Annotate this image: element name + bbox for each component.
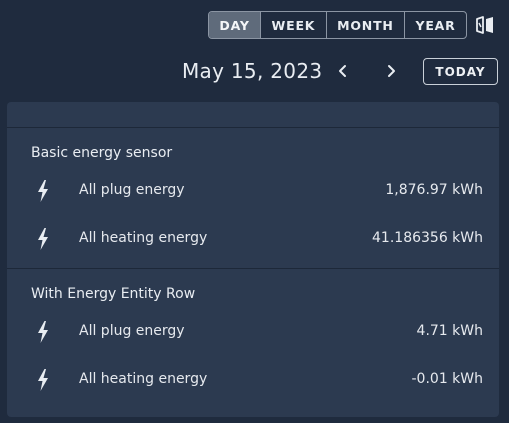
lightning-bolt-icon (38, 228, 48, 250)
section-title-entity-row: With Energy Entity Row (31, 286, 196, 302)
section-divider (7, 268, 499, 269)
entity-value: -0.01 kWh (411, 371, 484, 387)
compare-icon[interactable] (476, 16, 494, 34)
chevron-left-icon[interactable] (334, 61, 352, 81)
entity-row[interactable]: All plug energy 4.71 kWh (7, 320, 499, 344)
entity-name: All heating energy (79, 371, 208, 387)
period-week-button[interactable]: WEEK (261, 12, 327, 38)
energy-card: Basic energy sensor All plug energy 1,87… (7, 102, 499, 417)
entity-name: All plug energy (79, 323, 185, 339)
chevron-right-icon[interactable] (382, 61, 400, 81)
period-day-button[interactable]: DAY (209, 12, 262, 38)
entity-name: All heating energy (79, 230, 208, 246)
entity-row[interactable]: All plug energy 1,876.97 kWh (7, 179, 499, 203)
today-button[interactable]: TODAY (423, 58, 498, 85)
lightning-bolt-icon (38, 180, 48, 202)
entity-value: 4.71 kWh (416, 323, 483, 339)
entity-row[interactable]: All heating energy 41.186356 kWh (7, 227, 499, 251)
entity-value: 41.186356 kWh (372, 230, 483, 246)
entity-name: All plug energy (79, 182, 185, 198)
section-title-basic: Basic energy sensor (31, 145, 173, 161)
entity-value: 1,876.97 kWh (385, 182, 483, 198)
lightning-bolt-icon (38, 369, 48, 391)
entity-row[interactable]: All heating energy -0.01 kWh (7, 368, 499, 392)
card-header (7, 102, 499, 128)
period-selector: DAY WEEK MONTH YEAR (208, 11, 467, 39)
current-date: May 15, 2023 (182, 59, 323, 83)
period-month-button[interactable]: MONTH (327, 12, 406, 38)
period-year-button[interactable]: YEAR (415, 17, 456, 33)
lightning-bolt-icon (38, 321, 48, 343)
